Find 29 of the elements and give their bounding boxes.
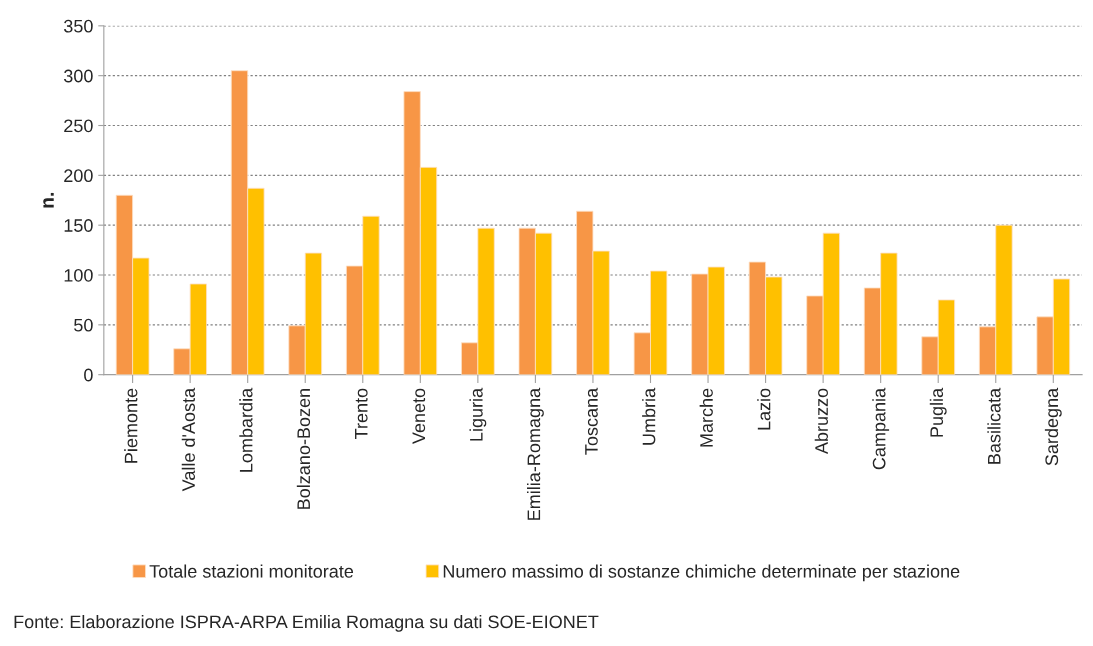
x-tick-label: Toscana [585,387,598,455]
legend-label: Totale stazioni monitorate [149,564,354,578]
x-tick-label: Umbria [642,387,656,445]
x-tick-label: Campania [872,387,890,470]
y-tick-label: 0 [84,368,93,382]
x-tick-label: Lazio [757,388,771,430]
y-axis-title: n. [43,192,54,208]
x-tick-label: Liguria [469,387,487,441]
source-note: Fonte: Elaborazione ISPRA-ARPA Emilia Romagna su dati SOE-EIONET [14,614,599,632]
x-tick-label: Sardegna [1044,387,1062,466]
y-tick-label: 100 [64,268,93,282]
y-tick-label: 50 [74,318,93,332]
x-tick-label: Veneto [412,388,426,445]
y-tick-label: 350 [63,19,93,33]
x-tick-label: Bolzano-Bozen [296,389,311,509]
x-tick-label: Basilicata [987,387,1001,464]
legend-label: Numero massimo di sostanze chimiche determinate per stazione [443,564,960,582]
x-tick-label: Marche [699,388,713,447]
x-tick-label: Abruzzo [814,388,828,455]
y-tick-label: 150 [64,219,93,232]
y-tick-label: 250 [64,119,93,133]
x-tick-label: Trento [355,388,368,439]
y-tick-label: 200 [64,169,93,183]
x-tick-label: Emilia-Romagna [526,387,544,520]
y-tick-label: 300 [63,69,93,83]
x-tick-label: Piemonte [124,388,138,463]
x-tick-label: Lombardia [239,387,253,472]
x-tick-label: Puglia [929,387,947,437]
x-tick-label: Valle d'Aosta [181,387,195,492]
